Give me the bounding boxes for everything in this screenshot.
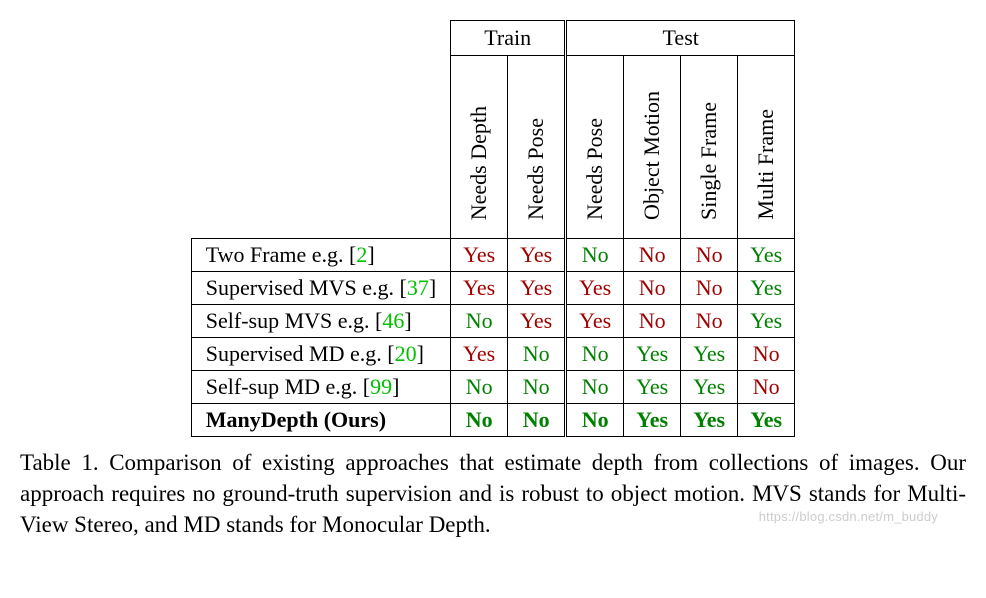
table-row: Two Frame e.g. [2]YesYesNoNoNoYes (191, 239, 794, 272)
cell: Yes (451, 272, 508, 305)
group-header-test: Test (566, 21, 795, 56)
citation-number: 99 (370, 374, 392, 399)
cell: Yes (738, 404, 795, 437)
group-header-train: Train (451, 21, 566, 56)
ours-label: ManyDepth (Ours) (191, 404, 450, 437)
cell: Yes (508, 272, 566, 305)
cell: No (566, 239, 624, 272)
cell: No (451, 371, 508, 404)
table-row: Self-sup MD e.g. [99]NoNoNoYesYesNo (191, 371, 794, 404)
cell: No (508, 338, 566, 371)
cell: No (508, 404, 566, 437)
cell: No (566, 371, 624, 404)
cell: No (681, 239, 738, 272)
cell: No (508, 371, 566, 404)
row-label: Self-sup MD e.g. [99] (191, 371, 450, 404)
table-row: Self-sup MVS e.g. [46]NoYesYesNoNoYes (191, 305, 794, 338)
cell: Yes (624, 338, 681, 371)
cell: No (624, 305, 681, 338)
row-label: Two Frame e.g. [2] (191, 239, 450, 272)
ours-row: ManyDepth (Ours) No No No Yes Yes Yes (191, 404, 794, 437)
cell: No (681, 305, 738, 338)
cell: No (451, 305, 508, 338)
cell: Yes (681, 404, 738, 437)
col-needs-depth: Needs Depth (451, 56, 508, 239)
table-row: Supervised MVS e.g. [37]YesYesYesNoNoYes (191, 272, 794, 305)
cell: Yes (624, 404, 681, 437)
cell: Yes (738, 305, 795, 338)
cell: No (624, 239, 681, 272)
col-object-motion: Object Motion (624, 56, 681, 239)
cell: Yes (681, 371, 738, 404)
cell: Yes (508, 239, 566, 272)
cell: Yes (738, 272, 795, 305)
cell: No (451, 404, 508, 437)
cell: Yes (738, 239, 795, 272)
cell: Yes (566, 305, 624, 338)
citation-number: 2 (356, 242, 367, 267)
comparison-table: Train Test Needs Depth Needs Pose Needs … (191, 20, 795, 437)
col-multi-frame: Multi Frame (738, 56, 795, 239)
row-label: Supervised MVS e.g. [37] (191, 272, 450, 305)
cell: Yes (566, 272, 624, 305)
cell: No (566, 404, 624, 437)
row-label: Self-sup MVS e.g. [46] (191, 305, 450, 338)
cell: Yes (451, 239, 508, 272)
column-header-row: Needs Depth Needs Pose Needs Pose Object… (191, 56, 794, 239)
citation-number: 20 (395, 341, 417, 366)
table-caption: Table 1. Comparison of existing approach… (20, 447, 966, 540)
cell: Yes (508, 305, 566, 338)
row-label: Supervised MD e.g. [20] (191, 338, 450, 371)
cell: No (738, 338, 795, 371)
citation-number: 37 (407, 275, 429, 300)
citation-number: 46 (382, 308, 404, 333)
watermark-text: https://blog.csdn.net/m_buddy (759, 509, 938, 524)
cell: No (624, 272, 681, 305)
cell: Yes (624, 371, 681, 404)
cell: No (681, 272, 738, 305)
col-single-frame: Single Frame (681, 56, 738, 239)
col-needs-pose-test: Needs Pose (566, 56, 624, 239)
corner-cell (191, 21, 450, 56)
group-header-row: Train Test (191, 21, 794, 56)
table-row: Supervised MD e.g. [20]YesNoNoYesYesNo (191, 338, 794, 371)
figure-container: { "table": { "group_headers": { "train":… (20, 20, 966, 540)
cell: No (566, 338, 624, 371)
cell: No (738, 371, 795, 404)
cell: Yes (681, 338, 738, 371)
col-needs-pose-train: Needs Pose (508, 56, 566, 239)
cell: Yes (451, 338, 508, 371)
corner-cell (191, 56, 450, 239)
